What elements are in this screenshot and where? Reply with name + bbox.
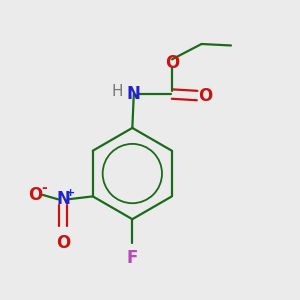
- Text: +: +: [66, 188, 75, 198]
- Text: O: O: [56, 234, 70, 252]
- Text: O: O: [165, 54, 179, 72]
- Text: -: -: [41, 181, 46, 194]
- Text: O: O: [198, 86, 212, 104]
- Text: F: F: [127, 249, 138, 267]
- Text: H: H: [112, 84, 123, 99]
- Text: O: O: [28, 186, 42, 204]
- Text: N: N: [127, 85, 141, 103]
- Text: N: N: [56, 190, 70, 208]
